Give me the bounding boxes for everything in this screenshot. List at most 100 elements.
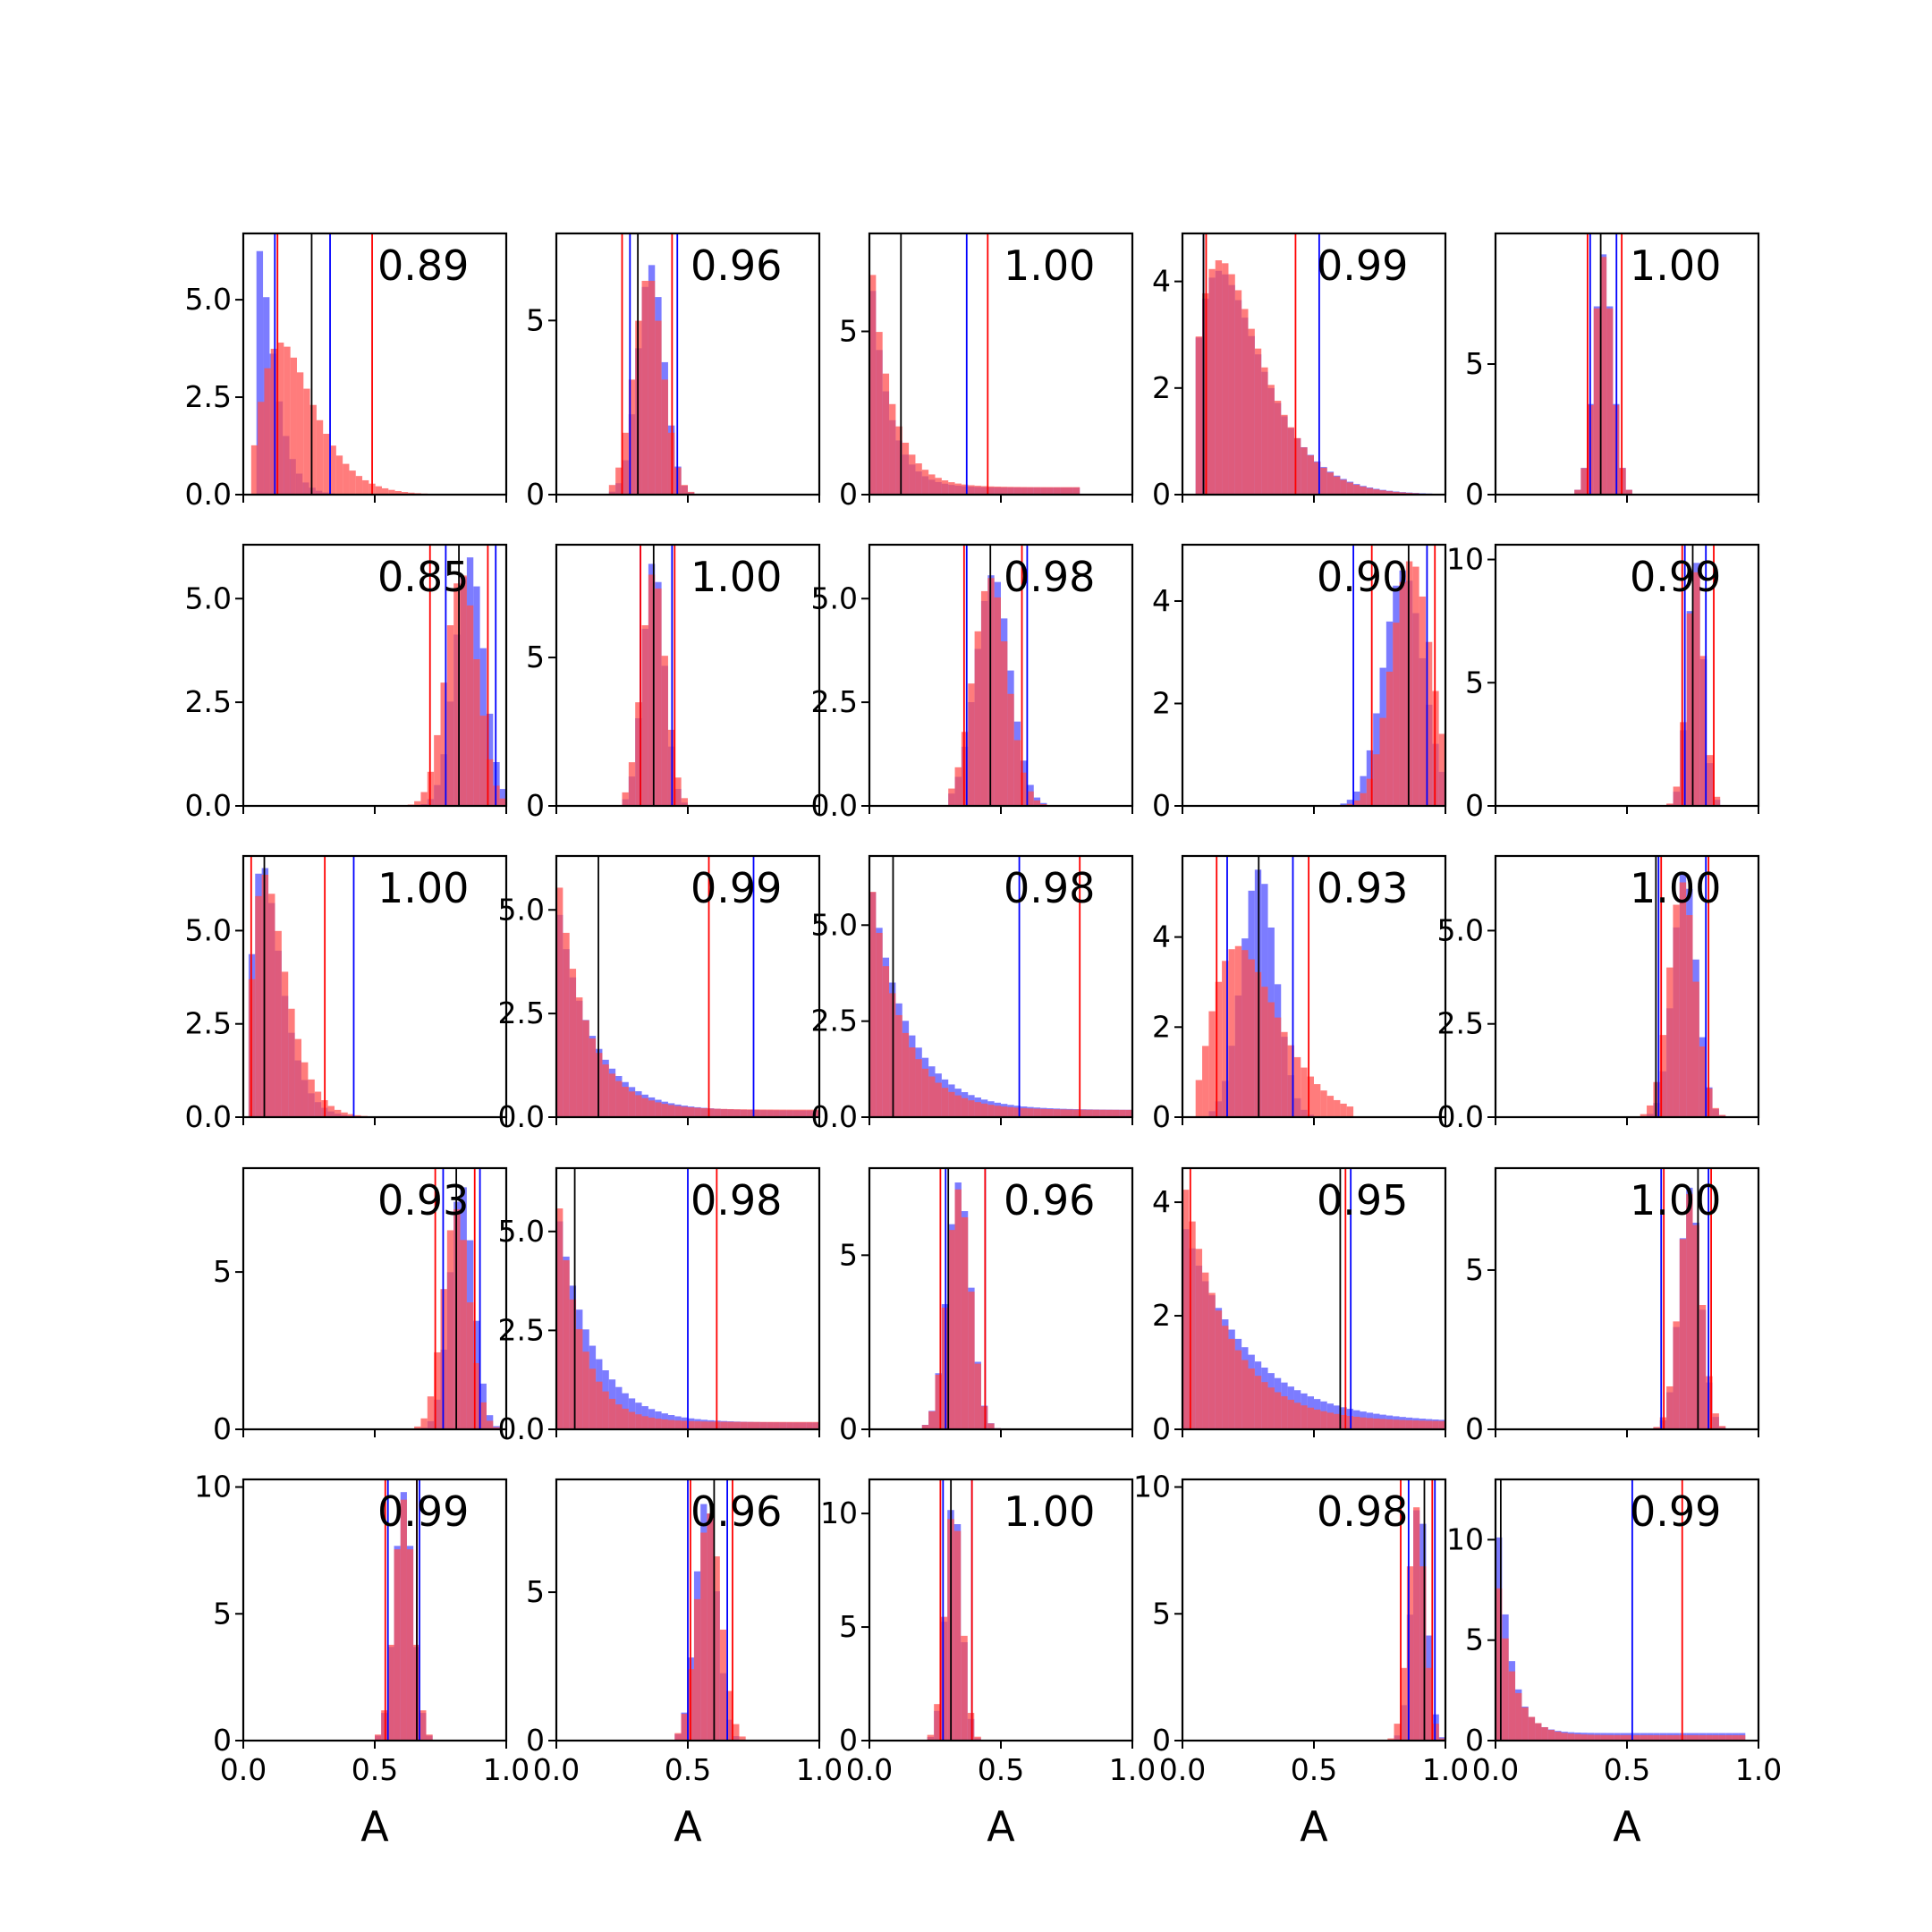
hist-bar-red: [615, 1404, 623, 1429]
hist-bar-red: [1013, 1107, 1021, 1117]
hist-bar-red: [714, 1108, 721, 1117]
panel-r3-c5: 0.0 2.5 5.0 1.00: [1437, 854, 1760, 1134]
plot-area: [1496, 1479, 1746, 1741]
x-tick-label: 0.5: [1604, 1752, 1650, 1787]
x-tick-label: 1.0: [1735, 1752, 1782, 1787]
y-tick-label: 0: [526, 788, 545, 823]
hist-bar-red: [1508, 1671, 1516, 1741]
hist-bar-red: [667, 1105, 675, 1117]
hist-bar-red: [909, 1047, 916, 1117]
y-tick-label: 0: [839, 477, 858, 512]
hist-bar-red: [694, 1107, 701, 1117]
hist-bar-red: [622, 1408, 629, 1429]
hist-bar-red: [681, 1106, 688, 1117]
hist-bar-red: [635, 1095, 642, 1117]
hist-bar-red: [1385, 671, 1394, 806]
hist-bar-red: [589, 1038, 597, 1117]
hist-bar-red: [343, 463, 350, 495]
hist-bar-red: [940, 1616, 948, 1741]
panel-r4-c3: 050.96: [839, 1166, 1134, 1446]
hist-bar-red: [1555, 1732, 1562, 1741]
plot-area: [921, 1168, 1001, 1429]
hist-bar-red: [1580, 1734, 1588, 1741]
panel-r1-c3: 051.00: [839, 232, 1134, 512]
hist-bar-red: [980, 486, 988, 495]
plot-area: [608, 233, 695, 495]
hist-bar-red: [661, 1104, 668, 1117]
hist-bar-red: [1287, 427, 1294, 495]
y-tick-label: 0.0: [185, 1099, 232, 1134]
hist-bar-red: [648, 1417, 656, 1429]
hist-bar-red: [1574, 489, 1581, 495]
hist-bar-red: [1680, 722, 1687, 806]
hist-bar-red: [786, 1421, 793, 1429]
y-tick-label: 5: [1465, 346, 1484, 381]
y-tick-label: 5.0: [811, 907, 858, 942]
hist-bar-red: [1699, 1046, 1707, 1117]
hist-bar-red: [608, 485, 616, 495]
hist-bar-red: [674, 1420, 682, 1429]
plot-area: [407, 545, 506, 806]
hist-bar-red: [1353, 801, 1360, 806]
hist-bar-red: [1261, 1382, 1268, 1429]
hist-bar-red: [641, 1097, 648, 1117]
y-tick-label: 0.0: [498, 1411, 545, 1446]
y-tick-label: 5: [526, 640, 545, 674]
hist-bar-red: [1326, 472, 1335, 495]
hist-bar-red: [994, 487, 1001, 495]
hist-bar-red: [1334, 1099, 1341, 1117]
hist-bar-red: [1195, 336, 1203, 495]
hist-bar-red: [1033, 487, 1041, 495]
hist-bar-red: [1261, 987, 1268, 1117]
hist-bar-red: [1215, 260, 1223, 495]
hist-bar-red: [1366, 778, 1374, 806]
hist-bar-red: [294, 1038, 302, 1117]
y-tick-label: 2.5: [185, 379, 232, 414]
hist-bar-red: [1366, 487, 1374, 495]
hist-bar-red: [882, 966, 890, 1117]
hist-bar-red: [648, 1100, 656, 1117]
hist-bar-red: [727, 1421, 734, 1429]
hist-bar-red: [446, 1230, 454, 1429]
hist-bar-red: [1426, 1667, 1433, 1741]
hist-bar-red: [1438, 1420, 1445, 1429]
hist-bar-red: [767, 1421, 774, 1429]
hist-bar-red: [719, 1629, 727, 1741]
hist-bar-red: [1438, 1738, 1445, 1741]
panel-r2-c3: 0.0 2.5 5.0 0.98: [811, 543, 1134, 823]
hist-bar-red: [479, 1402, 487, 1429]
hist-bar-red: [576, 1329, 583, 1429]
hist-bar-red: [1222, 1326, 1229, 1429]
hist-bar-red: [1373, 1418, 1380, 1429]
y-tick-label: 0: [1152, 1099, 1171, 1134]
y-tick-label: 5.0: [498, 1214, 545, 1249]
hist-bar-red: [1314, 1084, 1321, 1117]
hist-bar-red: [362, 479, 369, 495]
hist-bar-red: [739, 1736, 746, 1741]
hist-bar-red: [726, 1690, 733, 1741]
hist-bar-red: [1699, 1734, 1707, 1741]
hist-bar-red: [1301, 1067, 1308, 1117]
y-tick-label: 2.5: [811, 1004, 858, 1038]
hist-bar-red: [968, 683, 975, 806]
plot-area: [1387, 1479, 1445, 1741]
hist-bar-red: [1353, 1416, 1360, 1429]
hist-bar-red: [641, 625, 648, 806]
hist-bar-red: [1182, 1190, 1190, 1429]
y-tick-label: 2.5: [185, 1006, 232, 1041]
hist-bar-red: [974, 1363, 981, 1429]
hist-bar-red: [1547, 1730, 1555, 1741]
hist-bar-red: [1215, 1310, 1223, 1429]
hist-bar-red: [961, 1097, 969, 1117]
y-tick-label: 0: [839, 1411, 858, 1446]
hist-bar-red: [779, 1109, 787, 1117]
plot-area: [869, 856, 1132, 1117]
y-tick-label: 2.5: [811, 684, 858, 719]
plot-area: [1195, 233, 1433, 495]
hist-bar-red: [987, 1423, 995, 1429]
hist-bar-red: [296, 372, 304, 495]
hist-bar-red: [1666, 967, 1674, 1117]
hist-bar-red: [1092, 1109, 1100, 1117]
